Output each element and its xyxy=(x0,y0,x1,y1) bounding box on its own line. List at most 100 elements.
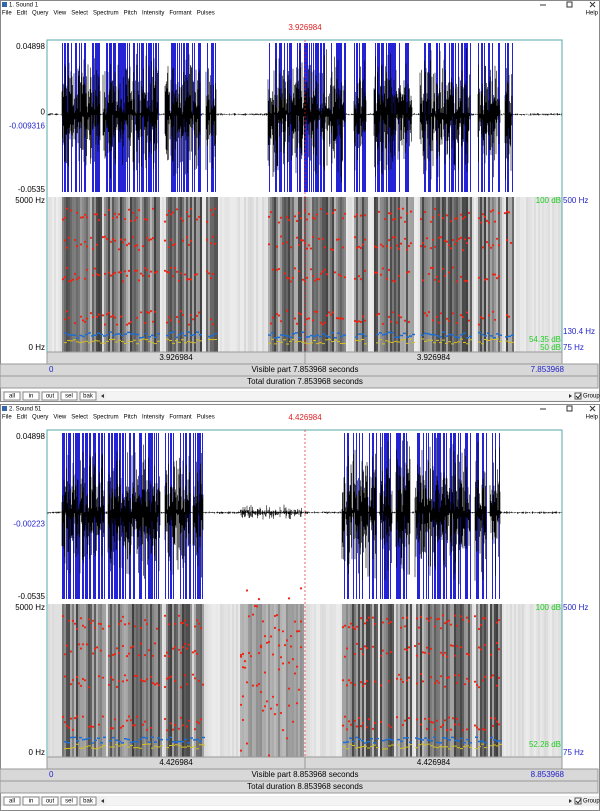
zoom-button-label[interactable]: bak xyxy=(83,394,94,400)
menu-item[interactable]: Formant xyxy=(169,415,192,421)
formant-dot xyxy=(364,214,366,216)
spectrogram-column xyxy=(530,197,532,352)
menu-item[interactable]: Pulses xyxy=(197,415,215,421)
spectrogram-column xyxy=(470,197,472,352)
formant-dot xyxy=(186,211,188,213)
formant-dot xyxy=(494,221,496,223)
spectrogram-column xyxy=(154,604,156,757)
zoom-button-label[interactable]: in xyxy=(29,394,34,400)
spectrogram-column xyxy=(314,604,316,757)
spectrogram-column xyxy=(536,197,538,352)
spectrogram-column xyxy=(368,197,370,352)
formant-dot xyxy=(254,605,256,607)
menu-item[interactable]: Select xyxy=(71,415,88,421)
zoom-button-label[interactable]: out xyxy=(46,799,55,805)
spectrogram-column xyxy=(48,197,50,352)
formant-dot xyxy=(390,726,392,728)
spectrogram-column xyxy=(154,197,156,352)
zoom-button-label[interactable]: all xyxy=(9,799,15,805)
formant-dot xyxy=(126,655,128,657)
group-label[interactable]: Group xyxy=(583,394,600,400)
formant-dot xyxy=(144,654,146,656)
menu-item[interactable]: Query xyxy=(32,11,48,17)
menu-item[interactable]: View xyxy=(53,415,67,421)
spectrogram-column xyxy=(164,604,166,757)
formant-dot xyxy=(286,310,288,312)
visible-part: Visible part 7.853968 seconds xyxy=(251,365,358,374)
axis-label: 0 Hz xyxy=(29,748,45,757)
formant-dot xyxy=(168,210,170,212)
formant-dot xyxy=(382,323,384,325)
formant-dot xyxy=(256,605,258,607)
zoom-button-label[interactable]: all xyxy=(9,394,15,400)
formant-dot xyxy=(250,655,252,657)
menu-help[interactable]: Help xyxy=(586,11,599,17)
scrollbar[interactable] xyxy=(106,392,576,400)
formant-dot xyxy=(296,220,298,222)
formant-dot xyxy=(82,716,84,718)
menu-item[interactable]: File xyxy=(2,415,12,421)
spectrogram-column xyxy=(288,604,290,757)
menu-item[interactable]: Edit xyxy=(17,11,28,17)
formant-dot xyxy=(200,718,202,720)
spectrogram-column xyxy=(524,197,526,352)
formant-dot xyxy=(140,627,142,629)
spectrogram-column xyxy=(178,197,180,352)
zoom-button-label[interactable]: bak xyxy=(83,799,94,805)
formant-dot xyxy=(268,641,270,643)
spectrogram-column xyxy=(52,604,54,757)
formant-dot xyxy=(490,676,492,678)
spectrogram-column xyxy=(186,604,188,757)
menu-item[interactable]: Intensity xyxy=(142,415,164,421)
menu-item[interactable]: Spectrum xyxy=(93,11,119,17)
formant-dot xyxy=(448,716,450,718)
formant-dot xyxy=(440,726,442,728)
formant-dot xyxy=(298,312,300,314)
formant-dot xyxy=(64,239,66,241)
formant-dot xyxy=(496,277,498,279)
formant-dot xyxy=(360,247,362,249)
formant-dot xyxy=(150,676,152,678)
menu-item[interactable]: Select xyxy=(71,11,88,17)
spectrogram-column xyxy=(396,197,398,352)
zoom-button-label[interactable]: in xyxy=(29,799,34,805)
spectrogram-column xyxy=(78,604,80,757)
spectrogram-column xyxy=(152,604,154,757)
spectrogram-column xyxy=(148,604,150,757)
formant-dot xyxy=(316,278,318,280)
formant-dot xyxy=(478,686,480,688)
menu-item[interactable]: Spectrum xyxy=(93,415,119,421)
formant-dot xyxy=(158,684,160,686)
menu-item[interactable]: Pulses xyxy=(197,11,215,17)
zoom-button-label[interactable]: sel xyxy=(65,394,73,400)
spectrogram-column xyxy=(152,197,154,352)
menu-item[interactable]: Query xyxy=(32,415,48,421)
formant-dot xyxy=(392,311,394,313)
menu-item[interactable]: Intensity xyxy=(142,11,164,17)
zoom-button-label[interactable]: sel xyxy=(65,799,73,805)
menu-help[interactable]: Help xyxy=(586,415,599,421)
menu-item[interactable]: Pitch xyxy=(124,415,137,421)
formant-dot xyxy=(306,248,308,250)
formant-dot xyxy=(136,317,138,319)
formant-dot xyxy=(98,313,100,315)
zoom-button-label[interactable]: out xyxy=(46,394,55,400)
menu-item[interactable]: Formant xyxy=(169,11,192,17)
spectrogram-column xyxy=(456,197,458,352)
menu-item[interactable]: File xyxy=(2,11,12,17)
spectrogram-column xyxy=(492,604,494,757)
spectrogram-column xyxy=(494,604,496,757)
group-label[interactable]: Group xyxy=(583,799,600,805)
spectrogram-column xyxy=(148,197,150,352)
spectrogram-column xyxy=(522,604,524,757)
scrollbar[interactable] xyxy=(106,797,576,805)
formant-dot xyxy=(64,318,66,320)
menu-item[interactable]: Edit xyxy=(17,415,28,421)
spectrogram-column xyxy=(106,604,108,757)
menu-item[interactable]: Pitch xyxy=(124,11,137,17)
formant-dot xyxy=(88,618,90,620)
menu-item[interactable]: View xyxy=(53,11,67,17)
formant-dot xyxy=(92,316,94,318)
spectrogram-column xyxy=(520,604,522,757)
spectrogram-column xyxy=(84,197,86,352)
